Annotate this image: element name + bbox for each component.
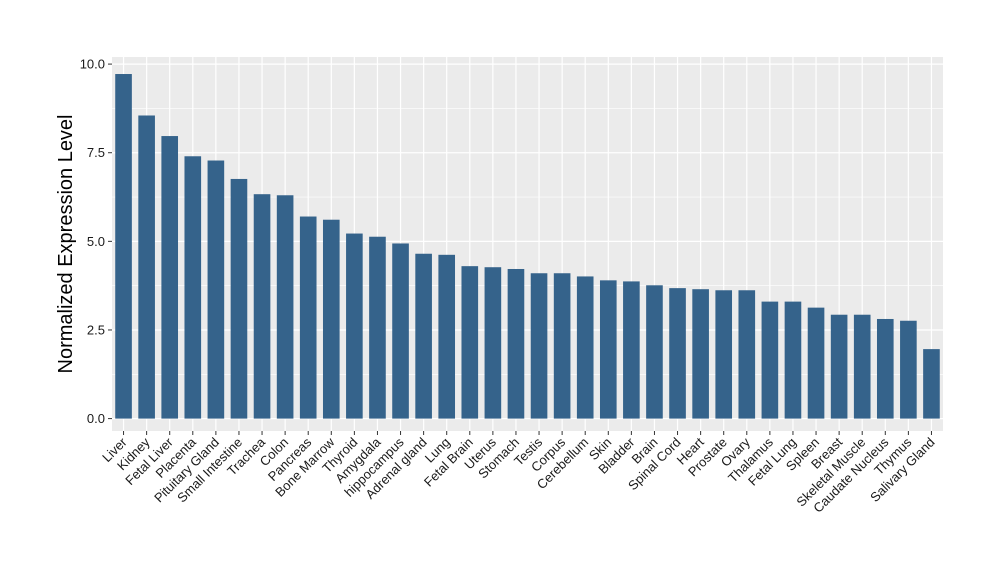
bar: [322, 219, 340, 419]
bar: [438, 254, 456, 419]
y-axis-ticks: 0.0 2.5 5.0 7.5 10.0: [80, 57, 112, 426]
y-tick-label: 7.5: [87, 145, 105, 160]
bar: [530, 273, 548, 419]
bar: [507, 268, 525, 419]
bar: [484, 267, 502, 419]
bar: [923, 349, 940, 419]
bars: [115, 74, 940, 419]
bar: [784, 301, 802, 419]
bar: [646, 285, 663, 419]
bar: [576, 276, 594, 419]
bar: [461, 266, 479, 419]
bar: [207, 160, 225, 419]
bar: [599, 280, 617, 419]
bar: [669, 288, 686, 419]
bar: [115, 74, 132, 419]
y-tick-label: 10.0: [80, 57, 105, 72]
y-tick-label: 2.5: [87, 322, 105, 337]
bar: [161, 136, 179, 419]
bar: [830, 314, 848, 419]
bar: [276, 195, 294, 419]
bar: [715, 290, 733, 419]
bar: [184, 156, 202, 419]
bar: [346, 233, 363, 419]
bar: [900, 320, 917, 419]
bar: [369, 236, 386, 419]
bar: [853, 314, 871, 419]
bar: [738, 290, 756, 419]
bar: [392, 243, 409, 419]
bar: [253, 194, 271, 419]
bar: [230, 178, 248, 419]
bar: [876, 318, 894, 419]
bar: [415, 253, 432, 419]
bar: [138, 115, 155, 419]
bar: [692, 289, 709, 419]
y-axis-title: Normalized Expression Level: [55, 114, 77, 373]
bar: [299, 216, 317, 419]
bar: [761, 301, 779, 419]
y-tick-label: 0.0: [87, 411, 105, 426]
plot-panel: [112, 57, 943, 431]
bar: [553, 273, 571, 419]
y-tick-label: 5.0: [87, 234, 105, 249]
bar: [807, 307, 825, 419]
bar: [623, 281, 640, 419]
